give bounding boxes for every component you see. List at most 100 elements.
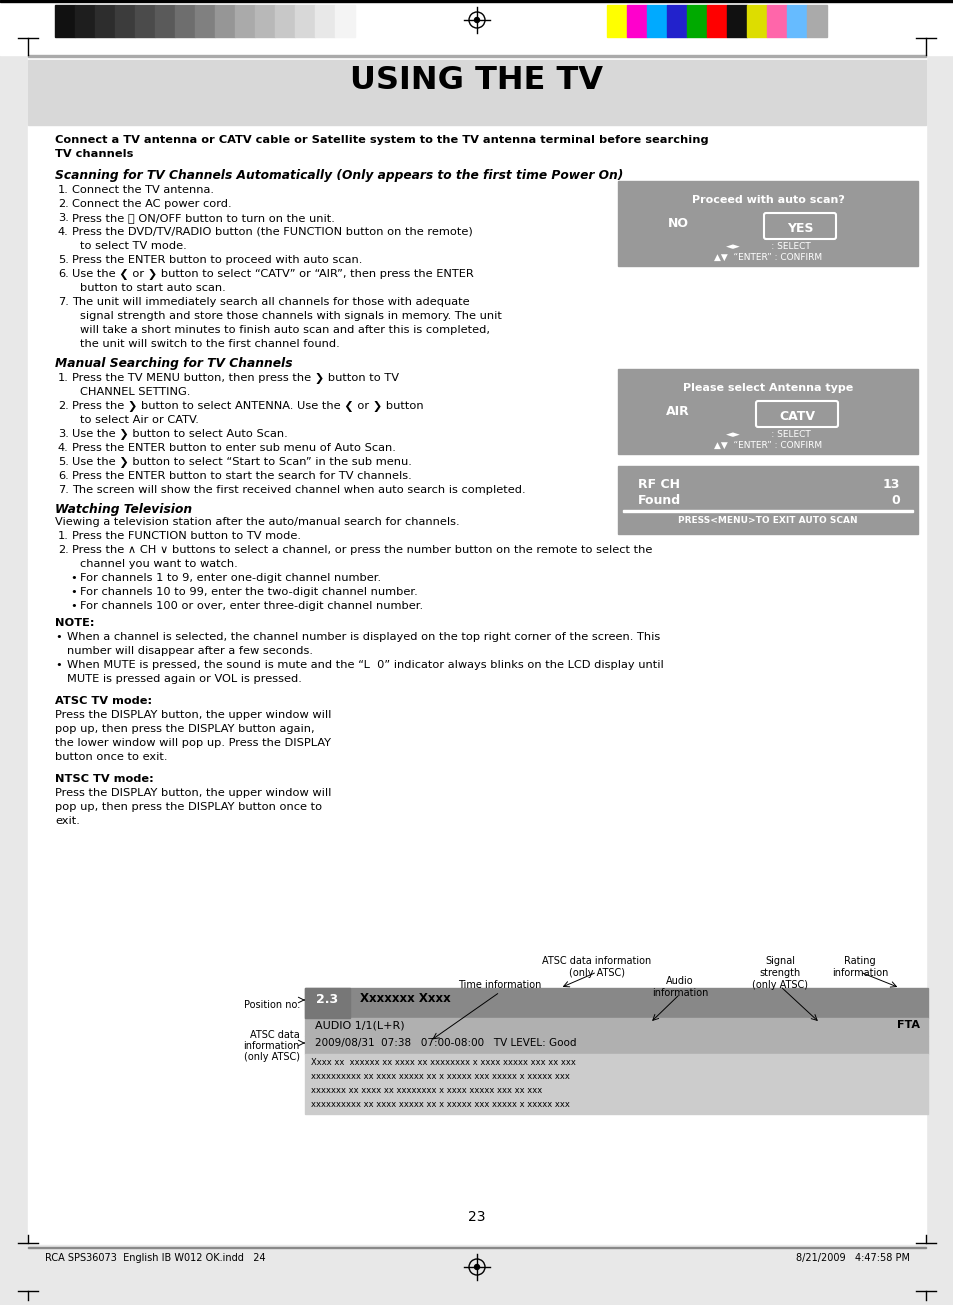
Text: information: information (651, 988, 707, 998)
Text: PRESS<MENU>TO EXIT AUTO SCAN: PRESS<MENU>TO EXIT AUTO SCAN (678, 515, 857, 525)
Text: Watching Television: Watching Television (55, 502, 192, 515)
Bar (646, 5, 666, 37)
Bar (234, 5, 254, 37)
Text: 1.: 1. (58, 531, 69, 542)
FancyBboxPatch shape (763, 213, 835, 239)
Text: 7.: 7. (58, 298, 69, 307)
Text: 2009/08/31  07:38   07:00-08:00   TV LEVEL: Good: 2009/08/31 07:38 07:00-08:00 TV LEVEL: G… (314, 1037, 576, 1048)
Bar (314, 5, 335, 37)
Text: Position no.: Position no. (244, 1000, 299, 1010)
Bar (686, 5, 706, 37)
Text: Press the ENTER button to enter sub menu of Auto Scan.: Press the ENTER button to enter sub menu… (71, 442, 395, 453)
Text: Press the DVD/TV/RADIO button (the FUNCTION button on the remote): Press the DVD/TV/RADIO button (the FUNCT… (71, 227, 473, 238)
Text: 3.: 3. (58, 429, 69, 438)
Bar (0, 0, 953, 3)
Text: 8/21/2009   4:47:58 PM: 8/21/2009 4:47:58 PM (795, 1253, 909, 1263)
Text: the unit will switch to the first channel found.: the unit will switch to the first channe… (80, 339, 339, 348)
Text: information: information (243, 1041, 299, 1051)
Text: The screen will show the first received channel when auto search is completed.: The screen will show the first received … (71, 485, 525, 495)
Text: signal strength and store those channels with signals in memory. The unit: signal strength and store those channels… (80, 311, 501, 321)
Bar (254, 5, 274, 37)
Text: ▲▼  “ENTER” : CONFIRM: ▲▼ “ENTER” : CONFIRM (713, 253, 821, 262)
Text: to select TV mode.: to select TV mode. (80, 241, 187, 251)
Bar (305, 1054, 927, 1114)
Text: Use the ❮ or ❯ button to select “CATV” or “AIR”, then press the ENTER: Use the ❮ or ❯ button to select “CATV” o… (71, 269, 474, 281)
Text: information: information (831, 968, 887, 977)
Text: For channels 100 or over, enter three-digit channel number.: For channels 100 or over, enter three-di… (80, 602, 423, 611)
Text: Press the ❯ button to select ANTENNA. Use the ❮ or ❯ button: Press the ❯ button to select ANTENNA. Us… (71, 401, 423, 412)
Bar (75, 5, 95, 37)
Text: 5.: 5. (58, 457, 69, 467)
Bar (706, 5, 726, 37)
Text: The unit will immediately search all channels for those with adequate: The unit will immediately search all cha… (71, 298, 469, 307)
Text: Press the ⏻ ON/OFF button to turn on the unit.: Press the ⏻ ON/OFF button to turn on the… (71, 213, 335, 223)
Text: xxxxxxxxxx xx xxxx xxxxx xx x xxxxx xxx xxxxx x xxxxx xxx: xxxxxxxxxx xx xxxx xxxxx xx x xxxxx xxx … (311, 1100, 569, 1109)
Bar (806, 5, 826, 37)
Bar (55, 5, 75, 37)
Bar (305, 1018, 927, 1036)
Text: will take a short minutes to finish auto scan and after this is completed,: will take a short minutes to finish auto… (80, 325, 490, 335)
Text: •: • (55, 660, 62, 669)
Text: •: • (70, 602, 76, 611)
Text: Use the ❯ button to select “Start to Scan” in the sub menu.: Use the ❯ button to select “Start to Sca… (71, 457, 412, 468)
Bar (626, 5, 646, 37)
Circle shape (474, 1265, 479, 1270)
Bar (135, 5, 154, 37)
Text: number will disappear after a few seconds.: number will disappear after a few second… (67, 646, 313, 656)
Text: ◄►           : SELECT: ◄► : SELECT (725, 431, 809, 438)
Text: Press the DISPLAY button, the upper window will: Press the DISPLAY button, the upper wind… (55, 788, 331, 797)
Bar (618, 181, 917, 266)
Text: (only ATSC): (only ATSC) (751, 980, 807, 990)
Text: 4.: 4. (58, 442, 69, 453)
Text: Use the ❯ button to select Auto Scan.: Use the ❯ button to select Auto Scan. (71, 429, 288, 440)
Text: channel you want to watch.: channel you want to watch. (80, 559, 237, 569)
Text: Connect the TV antenna.: Connect the TV antenna. (71, 185, 213, 194)
Text: Audio: Audio (665, 976, 693, 987)
Text: AIR: AIR (665, 405, 689, 418)
Text: button once to exit.: button once to exit. (55, 752, 168, 762)
Bar (28, 55, 925, 56)
Text: 6.: 6. (58, 269, 69, 279)
Text: 2.: 2. (58, 545, 69, 555)
Text: ATSC TV mode:: ATSC TV mode: (55, 696, 152, 706)
Bar (294, 5, 314, 37)
Text: FTA: FTA (896, 1021, 919, 1030)
Text: Press the FUNCTION button to TV mode.: Press the FUNCTION button to TV mode. (71, 531, 301, 542)
Text: 23: 23 (468, 1210, 485, 1224)
Text: RCA SPS36073  English IB W012 OK.indd   24: RCA SPS36073 English IB W012 OK.indd 24 (45, 1253, 265, 1263)
Circle shape (474, 17, 479, 22)
Text: Signal: Signal (764, 957, 794, 966)
Bar (115, 5, 135, 37)
Bar (666, 5, 686, 37)
Bar (786, 5, 806, 37)
Text: 6.: 6. (58, 471, 69, 482)
Text: (only ATSC): (only ATSC) (244, 1052, 299, 1062)
Text: to select Air or CATV.: to select Air or CATV. (80, 415, 198, 425)
Bar (305, 1036, 927, 1054)
Text: RF CH: RF CH (638, 478, 679, 491)
Text: Press the ENTER button to start the search for TV channels.: Press the ENTER button to start the sear… (71, 471, 412, 482)
Text: ATSC data: ATSC data (250, 1030, 299, 1040)
Text: button to start auto scan.: button to start auto scan. (80, 283, 226, 294)
Bar (194, 5, 214, 37)
Bar (746, 5, 766, 37)
Text: 7.: 7. (58, 485, 69, 495)
Text: 2.: 2. (58, 401, 69, 411)
Text: 1.: 1. (58, 185, 69, 194)
Text: Xxxx xx  xxxxxx xx xxxx xx xxxxxxxx x xxxx xxxxx xxx xx xxx: Xxxx xx xxxxxx xx xxxx xx xxxxxxxx x xxx… (311, 1058, 576, 1067)
Text: NOTE:: NOTE: (55, 619, 94, 628)
Bar (0, 1245, 953, 1305)
Text: Time information: Time information (457, 980, 541, 990)
Text: Rating: Rating (843, 957, 875, 966)
Text: 2.3: 2.3 (315, 993, 337, 1006)
Text: When a channel is selected, the channel number is displayed on the top right cor: When a channel is selected, the channel … (67, 632, 659, 642)
Text: MUTE is pressed again or VOL is pressed.: MUTE is pressed again or VOL is pressed. (67, 673, 301, 684)
Text: For channels 10 to 99, enter the two-digit channel number.: For channels 10 to 99, enter the two-dig… (80, 587, 417, 596)
Bar (726, 5, 746, 37)
Text: pop up, then press the DISPLAY button once to: pop up, then press the DISPLAY button on… (55, 803, 322, 812)
Bar (618, 466, 917, 534)
Text: strength: strength (759, 968, 800, 977)
Text: CATV: CATV (779, 410, 814, 423)
Text: For channels 1 to 9, enter one-digit channel number.: For channels 1 to 9, enter one-digit cha… (80, 573, 381, 583)
Text: Xxxxxxx Xxxx: Xxxxxxx Xxxx (359, 992, 450, 1005)
